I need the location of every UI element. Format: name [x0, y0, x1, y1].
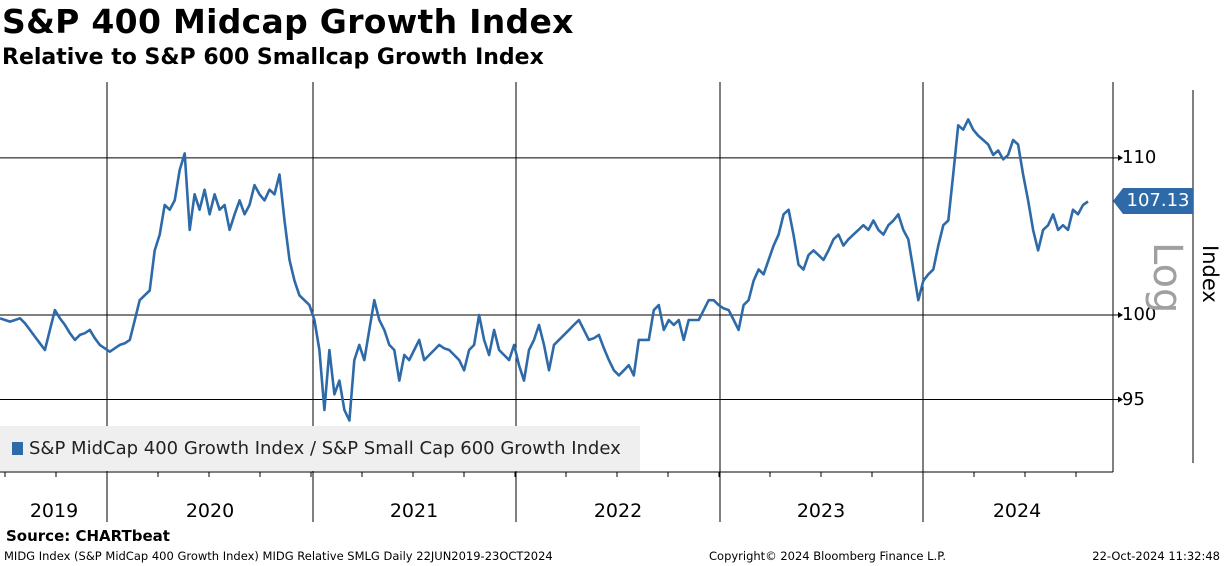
y-tick-label: 95 [1122, 389, 1145, 410]
x-tick-label: 2024 [992, 500, 1042, 522]
series-line [0, 118, 1089, 422]
y-tick-arrow [1118, 396, 1123, 403]
chart-title: S&P 400 Midcap Growth Index [2, 2, 574, 41]
legend: S&P MidCap 400 Growth Index / S&P Small … [0, 426, 640, 471]
log-scale-label: Log [1144, 242, 1190, 314]
x-tick-label: 2022 [593, 500, 643, 522]
x-tick-label: 2021 [389, 500, 439, 522]
y-tick-label: 110 [1122, 147, 1157, 168]
y-tick-arrow [1118, 154, 1123, 161]
legend-label: S&P MidCap 400 Growth Index / S&P Small … [29, 438, 621, 459]
y-axis-label: Index [1198, 245, 1222, 303]
y-tick-arrow [1118, 312, 1123, 318]
last-value-badge: 107.13 [1113, 188, 1193, 214]
footer-timestamp: 22-Oct-2024 11:32:48 [1092, 549, 1220, 563]
x-tick-label: 2023 [796, 500, 846, 522]
source-note: Source: CHARTbeat [6, 527, 170, 545]
footer-description: MIDG Index (S&P MidCap 400 Growth Index)… [4, 549, 553, 563]
legend-swatch [12, 442, 23, 455]
y-tick-label: 100 [1122, 304, 1157, 325]
chart-subtitle: Relative to S&P 600 Smallcap Growth Inde… [2, 45, 544, 70]
x-tick-label: 2020 [185, 500, 235, 522]
footer-copyright: Copyright© 2024 Bloomberg Finance L.P. [709, 549, 946, 563]
x-tick-label: 2019 [29, 500, 79, 522]
